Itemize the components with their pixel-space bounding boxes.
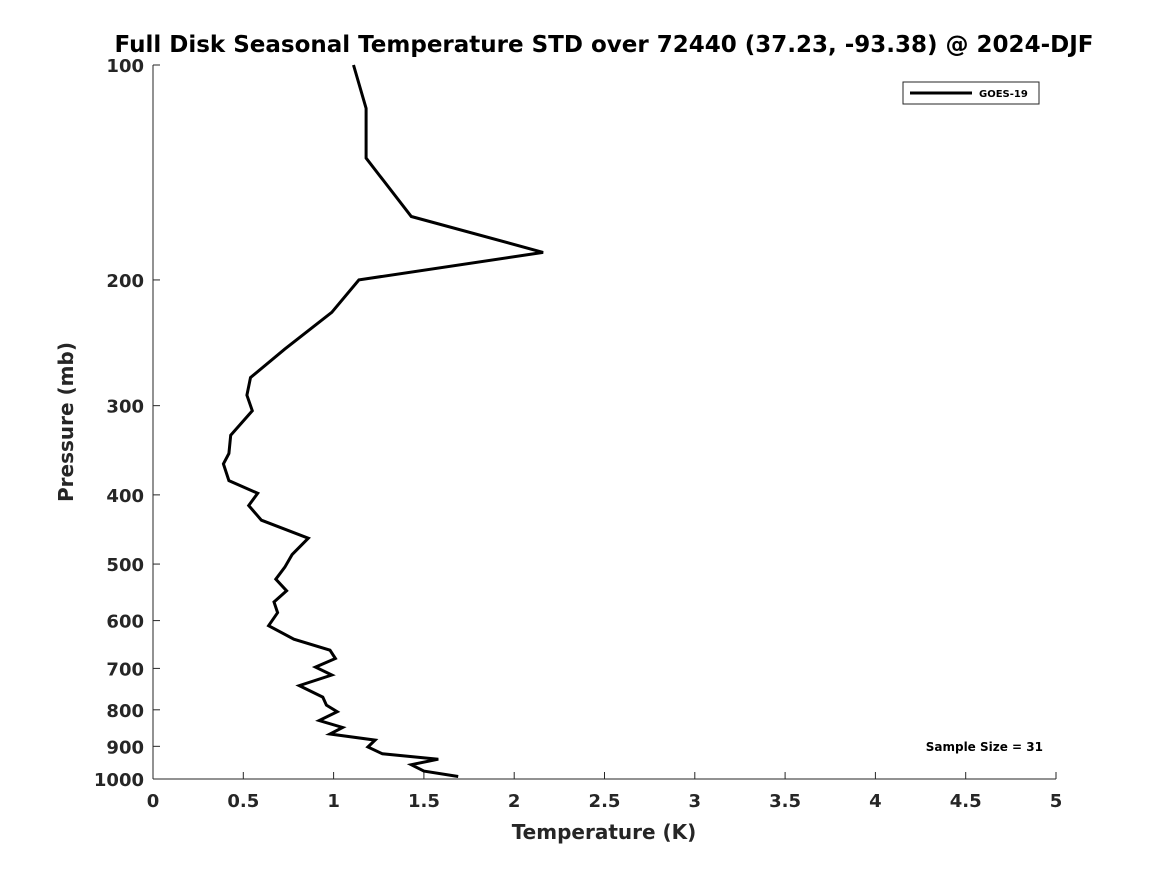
y-tick-label: 500 — [106, 555, 144, 576]
x-tick-label: 3 — [689, 791, 702, 812]
series-line-goes-19 — [221, 64, 544, 778]
x-tick-label: 2 — [508, 791, 521, 812]
x-tick-label: 0.5 — [227, 791, 259, 812]
y-axis-ticks: 100 200 300 400 500 600 700 800 900 1000 — [94, 56, 160, 791]
y-tick-label: 900 — [106, 737, 144, 758]
x-tick-label: 1 — [327, 791, 340, 812]
plot-area: 0 0.5 1 1.5 2 2.5 3 3.5 4 4.5 5 100 200 300 400 500 600… — [94, 56, 1062, 812]
x-tick-label: 5 — [1050, 791, 1063, 812]
x-tick-label: 3.5 — [769, 791, 801, 812]
y-tick-label: 200 — [106, 271, 144, 292]
y-tick-label: 100 — [106, 56, 144, 77]
y-axis-label: Pressure (mb) — [54, 342, 78, 502]
chart-title: Full Disk Seasonal Temperature STD over … — [115, 32, 1094, 58]
legend-label-goes-19: GOES-19 — [979, 89, 1028, 100]
y-tick-label: 800 — [106, 701, 144, 722]
x-tick-label: 4 — [869, 791, 882, 812]
y-tick-label: 600 — [106, 612, 144, 633]
x-tick-label: 2.5 — [589, 791, 621, 812]
y-tick-label: 300 — [106, 397, 144, 418]
x-tick-label: 0 — [147, 791, 160, 812]
y-tick-label: 1000 — [94, 770, 144, 791]
sample-size-annotation: Sample Size = 31 — [926, 740, 1043, 754]
plot-background — [153, 65, 1056, 779]
x-tick-label: 1.5 — [408, 791, 440, 812]
x-tick-label: 4.5 — [950, 791, 982, 812]
x-axis-ticks: 0 0.5 1 1.5 2 2.5 3 3.5 4 4.5 5 — [147, 772, 1063, 812]
y-tick-label: 700 — [106, 659, 144, 680]
y-tick-label: 400 — [106, 486, 144, 507]
legend: GOES-19 — [902, 81, 1040, 105]
x-axis-label: Temperature (K) — [512, 820, 697, 844]
